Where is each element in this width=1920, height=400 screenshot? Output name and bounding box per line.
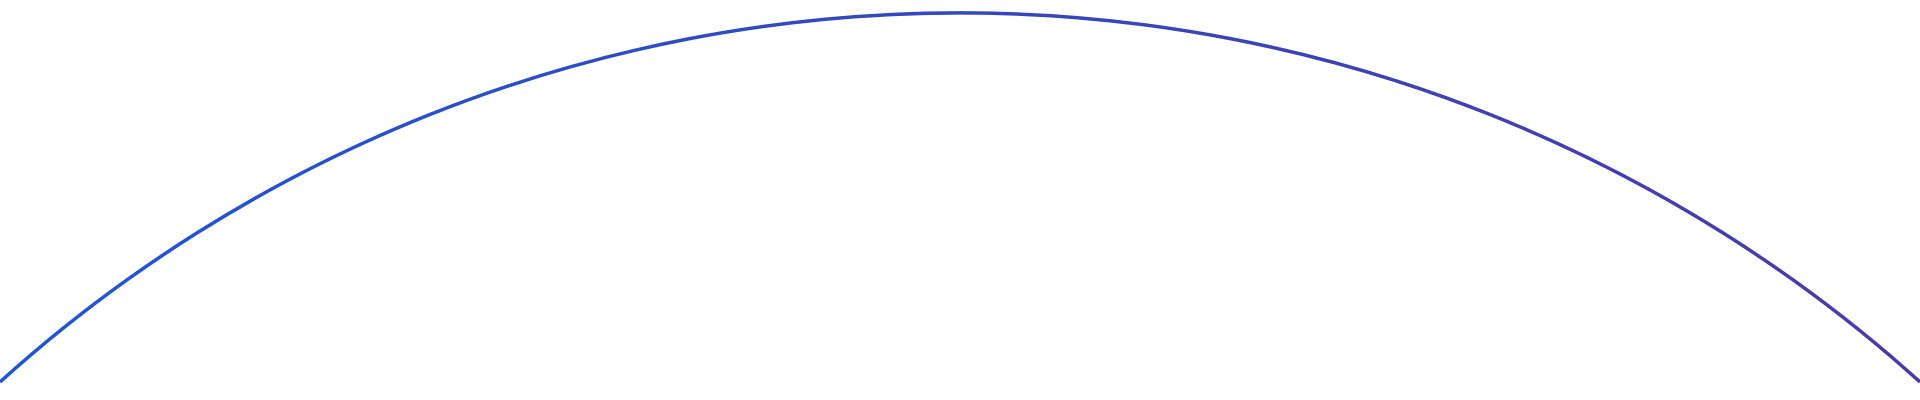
decorative-arc (0, 11, 1920, 384)
